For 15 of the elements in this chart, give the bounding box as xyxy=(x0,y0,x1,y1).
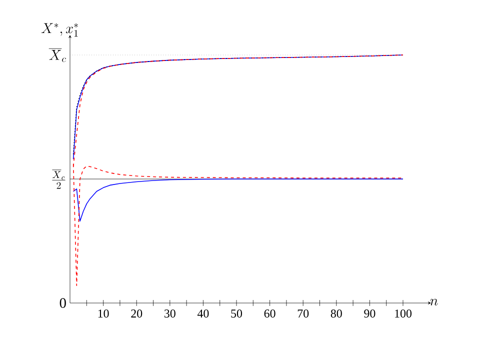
x-tick-label: 10 xyxy=(98,310,109,318)
x-tick-label: 100 xyxy=(395,310,412,318)
ref-line-label: $\overline{X}_c$ xyxy=(48,48,66,62)
ref-line-label: $\frac{\overline{X}_c}{2}$ xyxy=(52,170,66,189)
x-tick-label: 90 xyxy=(364,310,376,318)
y-axis-title: $X^*, x_1^*$ xyxy=(41,23,78,37)
x-axis-title: $n$ xyxy=(430,298,438,306)
x-tick-label: 60 xyxy=(264,310,276,318)
x-tick-label: 20 xyxy=(131,310,142,318)
text: 0 xyxy=(60,298,66,308)
x-tick-label: 30 xyxy=(164,310,176,318)
x-tick-label: 80 xyxy=(330,310,342,318)
x-tick-label: 50 xyxy=(231,310,242,318)
x-tick-label: 40 xyxy=(197,310,209,318)
x-tick-label: 70 xyxy=(298,310,309,318)
